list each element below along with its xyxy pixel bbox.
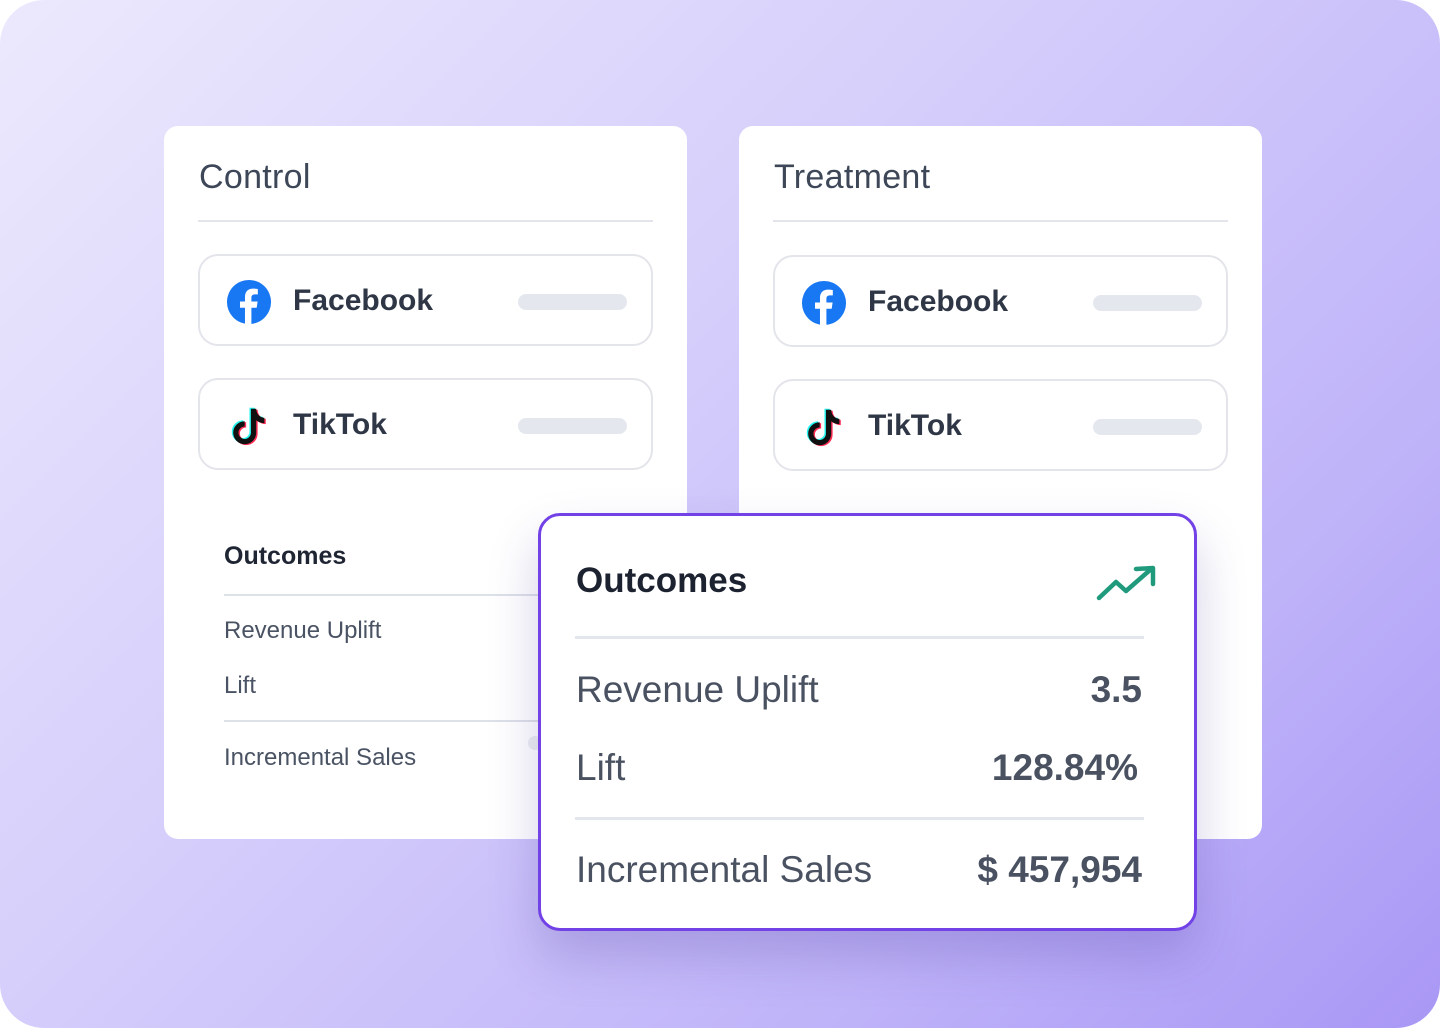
outcomes-card: Outcomes Revenue Uplift 3.5 Lift 128.84%… [538, 513, 1197, 931]
placeholder-bar [518, 294, 627, 310]
outcomes-divider [575, 636, 1144, 639]
treatment-channel-tiktok[interactable]: TikTok [773, 379, 1228, 471]
facebook-icon [226, 279, 272, 325]
outcomes-title: Outcomes [576, 561, 748, 600]
control-channel-tiktok[interactable]: TikTok [198, 378, 653, 470]
placeholder-bar [518, 418, 627, 434]
control-outcome-label: Incremental Sales [224, 744, 417, 771]
control-outcomes-title: Outcomes [224, 542, 347, 570]
channel-name: TikTok [868, 409, 962, 442]
treatment-title: Treatment [774, 158, 931, 196]
control-card: Control Facebook TikTok Outco [164, 126, 687, 839]
lift-value: 128.84% [991, 747, 1138, 788]
trending-up-icon [1096, 565, 1156, 601]
lift-label: Lift [576, 747, 626, 788]
treatment-divider [773, 220, 1228, 222]
control-divider [198, 220, 653, 222]
placeholder-bar [1093, 419, 1202, 435]
control-channel-facebook[interactable]: Facebook [198, 254, 653, 346]
control-title: Control [199, 158, 311, 196]
incremental-sales-label: Incremental Sales [576, 849, 873, 890]
control-outcomes-divider [224, 720, 544, 722]
revenue-uplift-label: Revenue Uplift [576, 669, 819, 710]
control-outcomes-divider [224, 594, 544, 596]
placeholder-bar [1093, 295, 1202, 311]
control-outcome-label: Lift [224, 672, 257, 699]
treatment-channel-facebook[interactable]: Facebook [773, 255, 1228, 347]
channel-name: Facebook [293, 284, 434, 317]
outcomes-divider [575, 817, 1144, 820]
tiktok-icon [806, 408, 841, 447]
incremental-sales-value: $ 457,954 [977, 849, 1142, 890]
revenue-uplift-value: 3.5 [1090, 669, 1142, 710]
facebook-icon [801, 280, 847, 326]
tiktok-icon [231, 407, 266, 446]
control-outcome-label: Revenue Uplift [224, 617, 382, 644]
channel-name: TikTok [293, 408, 387, 441]
channel-name: Facebook [868, 285, 1009, 318]
